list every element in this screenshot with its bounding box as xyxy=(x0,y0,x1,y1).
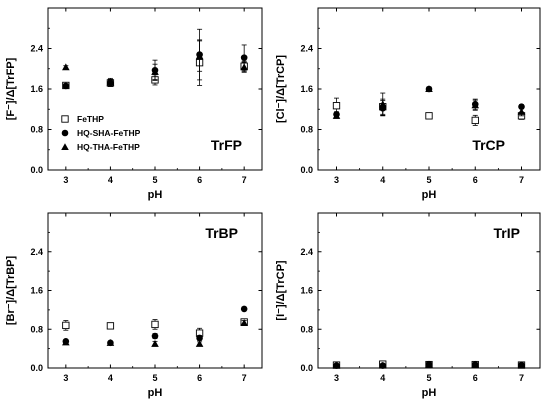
data-point xyxy=(518,103,525,111)
legend-label: FeTHP xyxy=(77,114,104,124)
y-tick-label: 2.4 xyxy=(30,44,43,54)
series-hq-tha-fethp xyxy=(332,85,526,119)
x-tick-label: 4 xyxy=(380,373,385,383)
x-tick-label: 3 xyxy=(63,175,68,185)
y-tick-label: 1.6 xyxy=(300,286,313,296)
series-hq-sha-fethp xyxy=(62,28,248,90)
y-axis-title: [I⁻]/Δ[TrCP] xyxy=(275,260,287,320)
x-tick-label: 7 xyxy=(519,373,524,383)
x-tick-label: 5 xyxy=(152,175,157,185)
panel-trbp: 3 4 5 6 7 0.0 0.8 1.6 2.4 pH [Br⁻]/Δ[TrBP] TrBP xyxy=(5,212,263,399)
x-tick-label: 7 xyxy=(519,175,524,185)
panel-title: TrBP xyxy=(205,225,238,241)
y-tick-label: 1.6 xyxy=(300,84,313,94)
x-axis-title: pH xyxy=(422,387,437,399)
panel-title: TrIP xyxy=(494,225,520,241)
data-point xyxy=(517,361,526,369)
legend: FeTHP HQ-SHA-FeTHP HQ-THA-FeTHP xyxy=(61,114,141,152)
data-point xyxy=(151,332,159,340)
x-tick-label: 4 xyxy=(108,373,113,383)
x-axis-title: pH xyxy=(422,189,437,201)
y-tick-label: 1.6 xyxy=(30,84,43,94)
y-tick-label: 2.4 xyxy=(300,44,313,54)
x-tick-label: 6 xyxy=(197,175,202,185)
data-point xyxy=(62,63,70,71)
data-point xyxy=(195,339,204,347)
x-tick-label: 4 xyxy=(108,175,113,185)
x-tick-label: 5 xyxy=(426,175,431,185)
data-point xyxy=(195,52,204,60)
y-axis-title: [Cl⁻]/Δ[TrCP] xyxy=(275,55,287,123)
x-axis-title: pH xyxy=(148,387,163,399)
x-axis-title: pH xyxy=(148,189,163,201)
x-tick-label: 5 xyxy=(426,373,431,383)
legend-marker xyxy=(61,115,69,123)
x-tick-label: 4 xyxy=(380,175,385,185)
x-tick-label: 6 xyxy=(473,373,478,383)
x-tick-label: 5 xyxy=(152,373,157,383)
data-point xyxy=(240,319,248,326)
data-point xyxy=(240,54,248,61)
y-tick-label: 0.8 xyxy=(30,125,43,135)
data-point xyxy=(471,360,480,368)
y-tick-label: 0.8 xyxy=(300,125,313,135)
data-point xyxy=(62,321,70,330)
data-point xyxy=(378,100,387,108)
x-tick-label: 7 xyxy=(242,373,247,383)
panel-title: TrCP xyxy=(472,137,505,153)
legend-marker xyxy=(61,143,69,151)
data-point xyxy=(62,338,70,346)
data-point xyxy=(151,67,159,75)
data-point xyxy=(471,116,479,125)
legend-marker xyxy=(61,129,69,137)
x-tick-label: 6 xyxy=(473,175,478,185)
legend-label: HQ-THA-FeTHP xyxy=(77,142,140,152)
y-tick-label: 2.4 xyxy=(30,247,43,257)
series-fethp xyxy=(332,97,526,126)
panel-title: TrFP xyxy=(211,137,242,153)
data-point xyxy=(378,361,387,369)
data-point xyxy=(425,112,433,120)
series-hq-tha-fethp xyxy=(62,40,248,87)
y-axis-title: [F⁻]/Δ[TrFP] xyxy=(5,57,17,120)
data-point xyxy=(151,320,159,329)
data-point xyxy=(332,361,341,369)
data-point xyxy=(106,339,115,346)
data-point xyxy=(151,339,159,347)
data-point xyxy=(106,322,115,330)
x-tick-label: 7 xyxy=(242,175,247,185)
data-point xyxy=(332,102,341,110)
data-point xyxy=(62,82,70,90)
y-axis-title: [Br⁻]/Δ[TrBP] xyxy=(5,256,17,326)
data-point xyxy=(240,305,248,313)
x-tick-label: 6 xyxy=(197,373,202,383)
data-point xyxy=(332,112,341,119)
y-tick-label: 0.8 xyxy=(300,324,313,334)
panel-trfp: 3 4 5 6 7 0.0 0.8 1.6 2.4 pH [F⁻]/Δ[TrFP] TrFP FeTHP… xyxy=(5,7,263,201)
y-tick-label: 1.6 xyxy=(30,286,43,296)
y-tick-label: 0.0 xyxy=(300,363,313,373)
data-point xyxy=(425,85,433,93)
y-tick-label: 0.0 xyxy=(30,363,43,373)
data-point xyxy=(240,63,248,71)
data-point xyxy=(196,334,203,342)
y-tick-label: 2.4 xyxy=(300,247,313,257)
y-tick-label: 0.8 xyxy=(30,324,43,334)
y-tick-label: 0.0 xyxy=(30,165,43,175)
data-point xyxy=(425,360,433,368)
x-tick-label: 3 xyxy=(63,373,68,383)
data-point xyxy=(471,101,480,109)
legend-label: HQ-SHA-FeTHP xyxy=(77,128,141,138)
y-tick-label: 0.0 xyxy=(300,165,313,175)
data-point xyxy=(106,78,115,86)
x-tick-label: 3 xyxy=(334,175,339,185)
panel-trip: 3 4 5 6 7 0.0 0.8 1.6 2.4 pH [I⁻]/Δ[TrCP] TrIP xyxy=(275,212,541,399)
series-hq-tha-fethp xyxy=(62,319,248,347)
panel-trcp: 3 4 5 6 7 0.0 0.8 1.6 2.4 pH [Cl⁻]/Δ[TrCP] TrCP xyxy=(275,7,541,201)
series-hq-tha-fethp xyxy=(332,360,526,369)
x-tick-label: 3 xyxy=(334,373,339,383)
data-point xyxy=(517,107,526,115)
